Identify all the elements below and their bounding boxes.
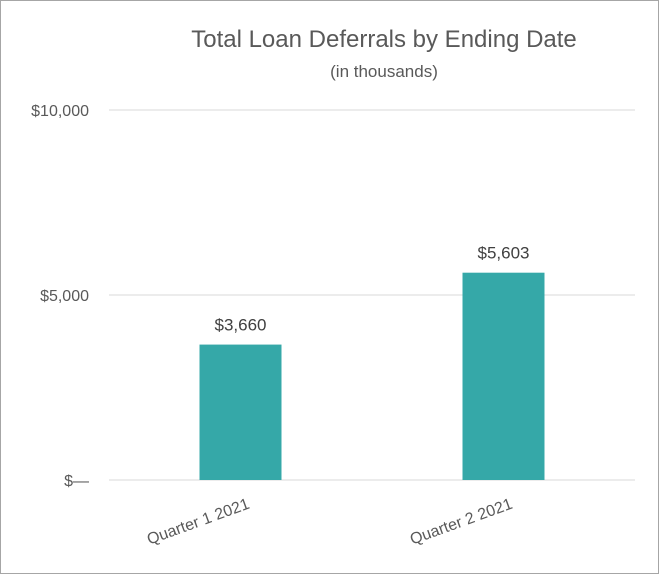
x-category-label: Quarter 2 2021: [408, 496, 515, 549]
data-label: $5,603: [478, 244, 530, 263]
bar: [462, 272, 545, 480]
x-axis-categories: Quarter 1 2021 Quarter 2 2021: [145, 496, 515, 549]
bars: [199, 272, 545, 480]
data-labels: $3,660 $5,603: [215, 244, 530, 335]
y-tick-label: $10,000: [31, 103, 89, 120]
data-label: $3,660: [215, 316, 267, 335]
y-axis-ticks: $— $5,000 $10,000: [31, 103, 89, 490]
chart-subtitle: (in thousands): [330, 62, 438, 81]
gridlines: [109, 109, 635, 481]
y-tick-label: $5,000: [40, 288, 89, 305]
bar: [199, 344, 282, 480]
chart-title: Total Loan Deferrals by Ending Date: [191, 26, 577, 53]
y-tick-label: $—: [64, 473, 89, 490]
x-category-label: Quarter 1 2021: [145, 496, 252, 549]
